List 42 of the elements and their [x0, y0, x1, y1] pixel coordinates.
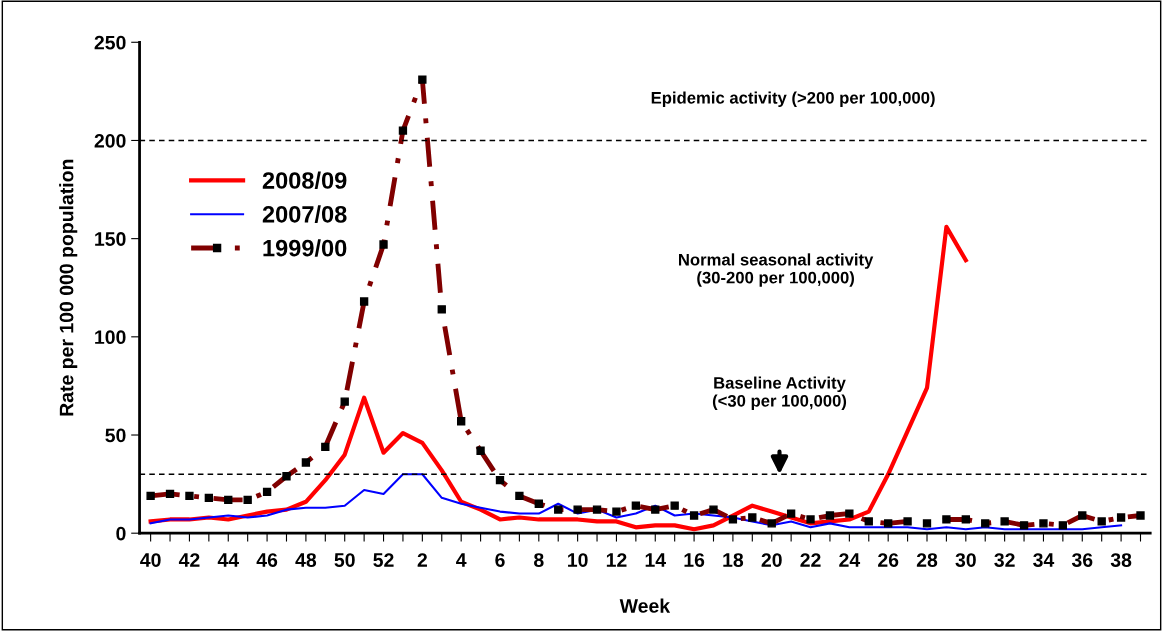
x-tick-label: 28: [916, 553, 938, 567]
x-tick-label: 42: [178, 553, 200, 567]
x-tick-label: 22: [800, 553, 821, 567]
y-axis-title: Rate per 100 000 population: [59, 159, 78, 416]
x-tick-label: 44: [217, 553, 239, 567]
x-tick-label: 4: [456, 553, 467, 567]
x-tick-label: 48: [295, 553, 317, 567]
x-tick-label: 16: [684, 553, 705, 567]
x-tick-label: 24: [839, 553, 861, 567]
annotation: Epidemic activity (>200 per 100,000): [651, 91, 935, 107]
y-tick-label: 250: [94, 35, 126, 50]
legend-label: 2007/08: [262, 205, 347, 223]
legend-label: 2008/09: [262, 171, 347, 190]
legend-label: 1999/00: [263, 239, 347, 257]
x-tick-label: 10: [568, 553, 588, 567]
annotation: Normal seasonal activity (30-200 per 100,000): [679, 253, 874, 287]
x-tick-label: 38: [1110, 553, 1132, 567]
y-tick-label: 50: [105, 428, 126, 443]
x-tick-label: 36: [1071, 553, 1093, 567]
x-tick-label: 20: [761, 553, 782, 567]
line-series: [148, 224, 968, 532]
x-tick-label: 8: [534, 553, 544, 567]
x-tick-label: 52: [373, 553, 394, 567]
y-tick-label: 150: [95, 232, 126, 246]
line-series: [149, 473, 1123, 531]
x-tick-label: 6: [495, 553, 505, 567]
x-tick-label: 30: [955, 553, 976, 567]
x-tick-label: 18: [723, 553, 744, 567]
annotation: Baseline Activity (<30 per 100,000): [712, 376, 847, 411]
x-tick-label: 46: [256, 553, 278, 567]
y-tick-label: 0: [116, 526, 126, 541]
x-tick-label: 34: [1033, 553, 1055, 567]
y-tick-label: 200: [94, 133, 126, 148]
x-tick-label: 26: [878, 553, 899, 567]
x-tick-label: 50: [334, 553, 355, 567]
x-tick-label: 14: [645, 553, 666, 567]
y-tick-label: 100: [95, 330, 126, 345]
x-tick-label: 2: [417, 553, 427, 567]
x-axis-title: Week: [619, 598, 671, 613]
x-tick-label: 40: [140, 553, 161, 567]
x-tick-label: 12: [606, 553, 627, 567]
x-tick-label: 32: [994, 553, 1015, 567]
